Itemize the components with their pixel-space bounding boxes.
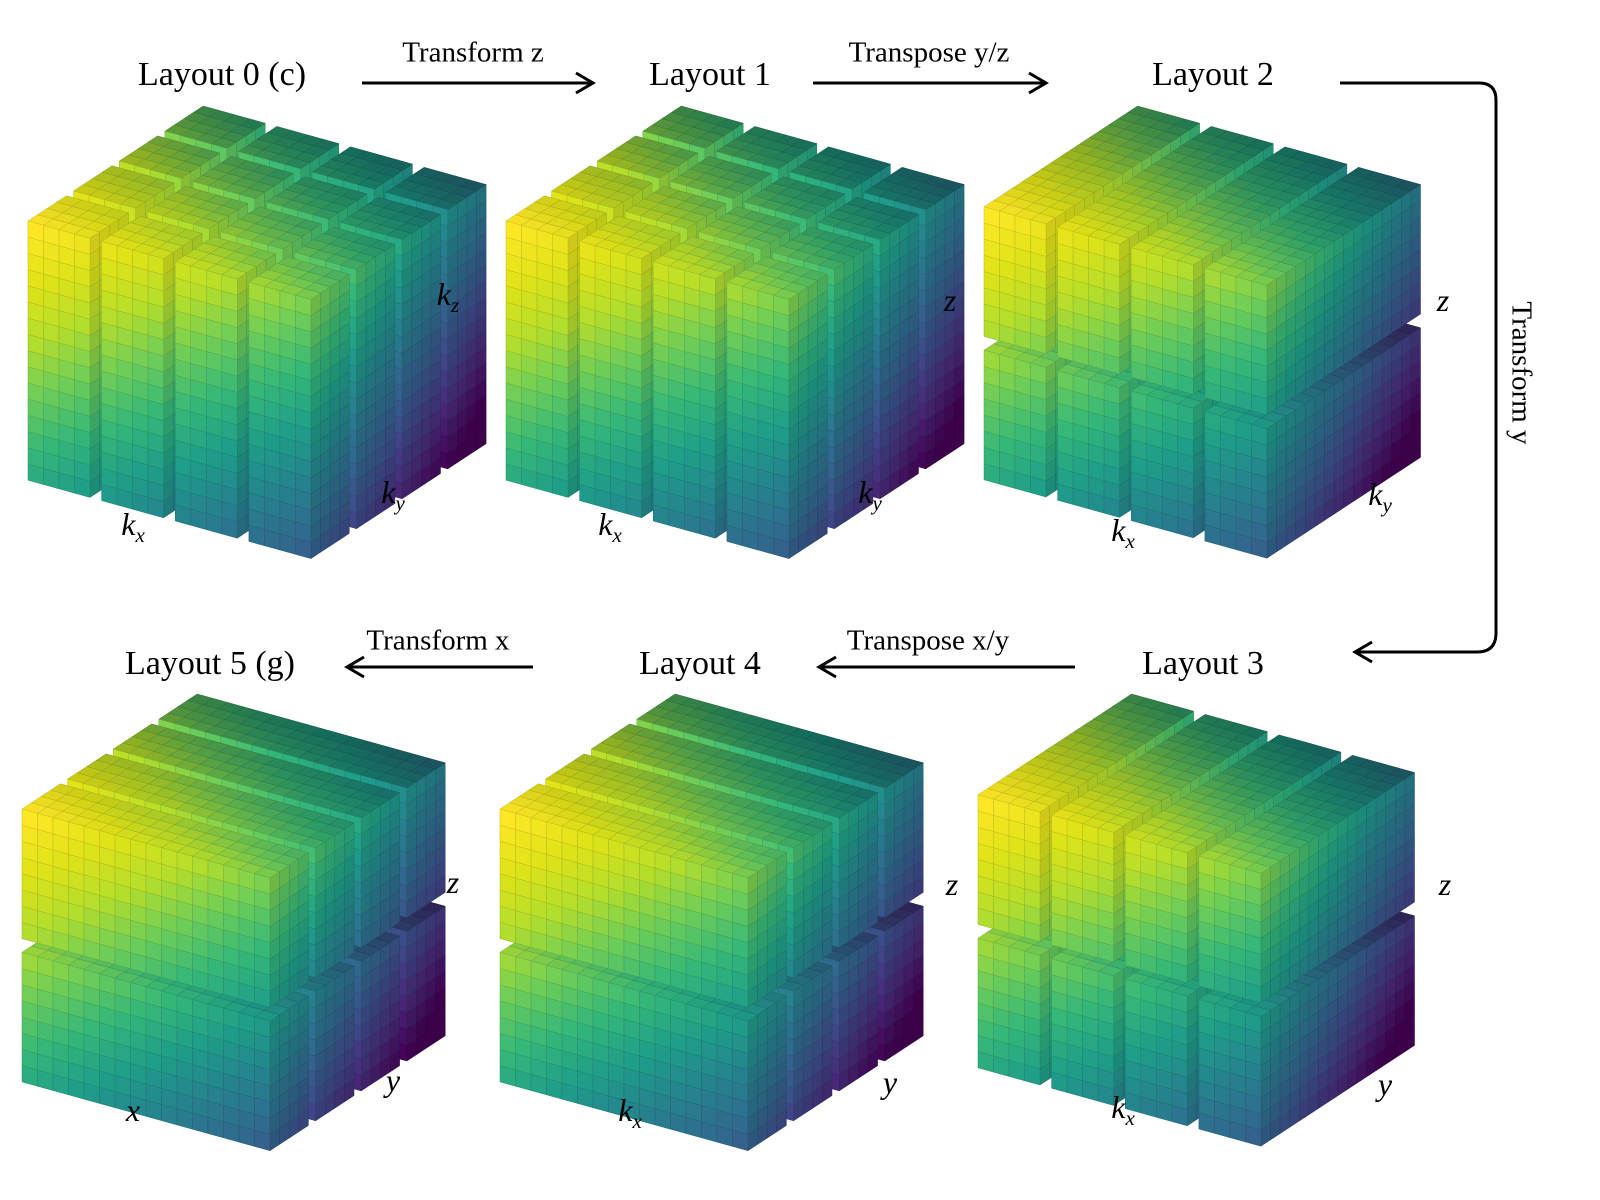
title-layout-0: Layout 0 (c) [137,56,307,93]
voxel-cube-layout-2 [983,105,1422,559]
cube-panel-layout-1: kx ky z [500,100,970,570]
arrow-label-transform-y: Transform y [1505,301,1538,445]
title-layout-2: Layout 2 [1152,56,1274,93]
axis-label-kx: kx [618,1091,642,1134]
voxel-cube-layout-4 [499,693,924,1152]
cube-panel-layout-0: kx ky kz [22,100,492,570]
voxel-cube-layout-5 [21,693,446,1152]
axis-label-kx: kx [598,505,622,548]
cube-panel-layout-4: kx y z [494,688,964,1158]
axis-label-z: z [1438,865,1452,902]
axis-label-ky: ky [858,473,882,516]
cube-panel-layout-2: kx ky z [978,100,1450,570]
axis-label-z: z [943,281,957,318]
title-layout-5: Layout 5 (g) [125,645,295,682]
cube-panel-layout-5: x y z [16,688,486,1158]
cube-panel-layout-3: kx y z [972,688,1451,1158]
title-layout-1: Layout 1 [649,56,771,93]
arrow-label-transpose-xy: Transpose x/y [846,624,1010,657]
voxel-cube-layout-3 [977,693,1416,1147]
arrow-transform-x [344,655,533,679]
axis-label-x: x [125,1091,141,1128]
axis-label-y: y [882,1063,898,1100]
axis-label-z: z [1436,281,1450,318]
axis-label-z: z [446,863,460,900]
axis-label-y: y [385,1061,401,1098]
voxel-cube-layout-1 [505,105,965,560]
arrow-label-transform-x: Transform x [366,624,510,657]
arrow-label-transform-z: Transform z [402,36,544,69]
arrow-transpose-yz [813,71,1049,95]
axis-label-z: z [945,865,959,902]
axis-label-ky: ky [381,473,405,516]
axis-label-kx: kx [1111,511,1135,554]
axis-label-ky: ky [1368,475,1392,518]
arrow-transform-z [362,71,596,95]
axis-label-kx: kx [121,505,145,548]
axis-label-kz: kz [436,275,460,318]
axis-label-kx: kx [1111,1088,1135,1131]
title-layout-4: Layout 4 [639,645,761,682]
voxel-cube-layout-0 [27,105,487,560]
axis-label-y: y [1377,1065,1393,1102]
arrow-transpose-xy [816,655,1075,679]
title-layout-3: Layout 3 [1142,645,1264,682]
arrow-label-transpose-yz: Transpose y/z [848,36,1010,69]
